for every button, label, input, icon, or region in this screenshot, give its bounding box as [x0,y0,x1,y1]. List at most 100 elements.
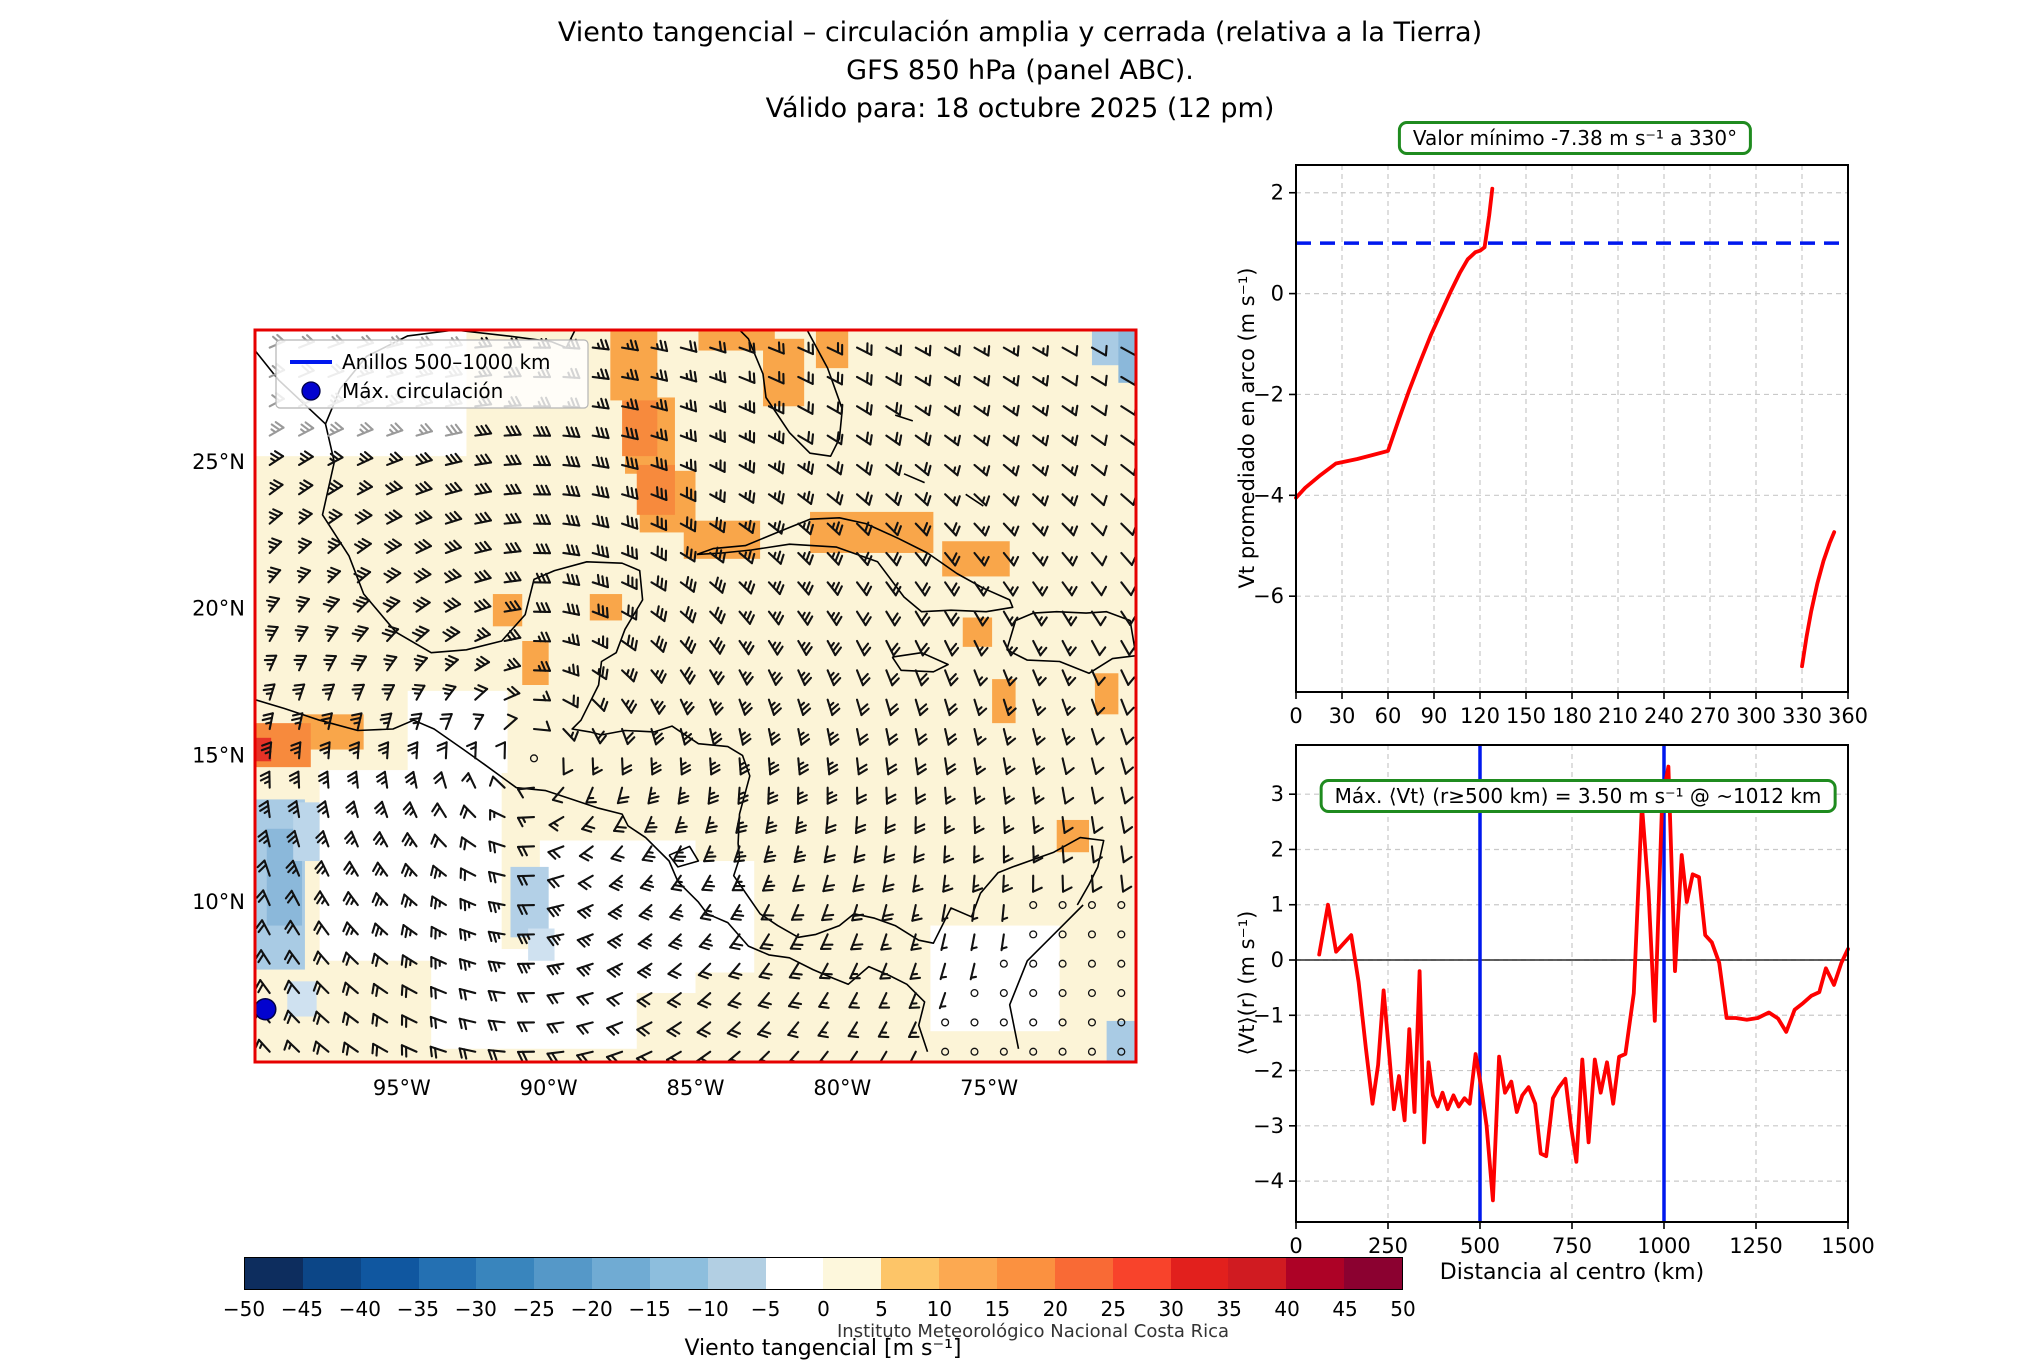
wind-barb [679,546,697,563]
wind-barb [577,874,594,891]
svg-text:0: 0 [1289,704,1302,728]
wind-barb [1061,581,1078,597]
colorbar [244,1257,1403,1290]
wind-barb [973,345,991,357]
wind-barb [415,481,433,496]
calm-circle [1029,900,1038,910]
wind-barb [738,400,756,414]
arc-chart-ylabel: Vt promediado en arco (m s⁻¹) [1235,267,1259,589]
wind-barb [826,669,842,687]
wind-barb [267,537,283,555]
wind-barb [908,992,921,1009]
wind-barb [1061,669,1077,687]
legend-label-max-circulacion: Máx. circulación [342,379,503,403]
wind-barb [679,340,698,353]
colorbar-cell [1344,1258,1402,1289]
wind-barb [855,431,873,446]
map-frame [253,328,1138,1064]
wind-barb [459,836,477,851]
wind-barb [503,713,518,731]
svg-text:330: 330 [1782,704,1822,728]
wind-barb [1061,374,1079,387]
wind-barb [503,600,522,613]
wind-barb [503,657,522,672]
calm-circle [970,1018,979,1027]
colorbar-tick-label: −20 [570,1297,613,1321]
wind-barb [1002,551,1020,567]
calm-circle [529,754,539,763]
wind-barb [709,636,726,655]
wind-barb [1002,874,1013,893]
wind-barb [767,550,785,565]
wind-barb [474,424,493,437]
wind-barb [738,757,751,776]
wind-barb [1120,845,1133,864]
wind-barb [591,368,610,380]
lon-tick-label: 80°W [813,1076,871,1100]
wind-barb [885,581,902,597]
wind-barb [259,770,271,789]
svg-text:−4: −4 [1253,1169,1284,1193]
wind-barb [940,933,948,951]
wind-barb [767,669,783,686]
wind-barb [885,551,902,567]
wind-barb [944,522,961,537]
wind-barb [344,830,359,848]
wind-barb [517,786,536,799]
wind-barb [313,950,330,965]
wind-barb [709,370,727,384]
wind-barb [973,757,986,776]
wind-barb [262,683,276,701]
wind-barb [562,757,574,776]
wind-barb [885,401,903,416]
wind-barb [701,874,716,892]
wind-barb [767,786,779,805]
wind-barb [474,598,492,613]
wind-barb [679,486,697,503]
wind-barb [458,1017,477,1031]
wind-barb [908,1021,920,1038]
wind-barb [885,786,897,805]
shade-patch [1094,673,1119,715]
wind-barb [400,1044,418,1058]
wind-barb [612,815,627,833]
coastline [965,493,984,507]
wind-barb [546,962,565,976]
wind-barb [914,491,932,507]
wind-barb [797,551,814,566]
lon-tick-label: 95°W [373,1076,431,1100]
wind-barb [341,1011,359,1026]
calm-circle [1087,1018,1096,1027]
colorbar-cell [649,1258,708,1289]
wind-barb [516,874,536,886]
wind-barb [576,1021,594,1035]
wind-barb [431,802,447,819]
wind-barb [495,741,507,760]
wind-barb [1002,404,1020,417]
colorbar-tick-label: −50 [222,1297,266,1321]
wind-barb [709,516,726,534]
wind-barb [787,992,803,1009]
wind-barb [466,741,477,760]
wind-barb [436,741,448,760]
wind-barb [414,510,433,525]
wind-barb [385,480,403,496]
calm-circle [1058,1047,1067,1056]
wind-barb [372,831,389,848]
calm-circle [1087,959,1096,968]
wind-barb [797,520,815,536]
wind-barb [400,1014,418,1028]
wind-barb [591,666,609,681]
wind-barb [411,625,430,643]
wind-barb [1090,610,1107,627]
colorbar-cell [881,1258,940,1289]
wind-barb [914,786,927,805]
wind-barb [591,697,609,712]
wind-barb [679,636,697,654]
wind-barb [532,514,552,525]
wind-barb [371,892,389,907]
wind-barb [1120,757,1134,775]
wind-barb [1032,727,1046,746]
wind-barb [591,727,607,745]
wind-barb [577,903,594,919]
